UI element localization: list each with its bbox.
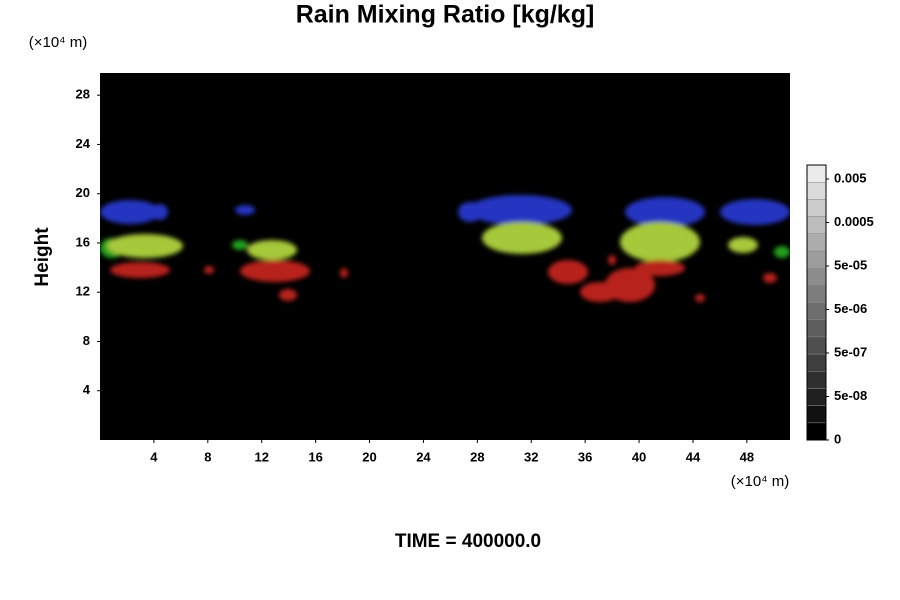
y-tick-label: 20 [76, 185, 90, 200]
colorbar-band [806, 302, 827, 320]
x-tick-label: 36 [578, 449, 592, 464]
colorbar-tick-label: 5e-05 [834, 257, 867, 272]
y-tick-label: 12 [76, 284, 90, 299]
chart-title: Rain Mixing Ratio [kg/kg] [296, 1, 595, 29]
colorbar-frame [806, 164, 827, 441]
blob [774, 246, 790, 258]
blob [482, 222, 562, 254]
blob [232, 240, 248, 250]
colorbar-band [806, 181, 827, 200]
colorbar-band [806, 336, 827, 355]
colorbar-band [806, 164, 827, 183]
blob [468, 195, 572, 225]
colorbar-band [806, 250, 827, 269]
y-tick-label: 16 [76, 234, 90, 249]
blob [720, 199, 790, 225]
blob [728, 237, 758, 253]
blob [625, 197, 705, 227]
blob [635, 260, 685, 276]
colorbar-tick-label: 5e-06 [834, 301, 867, 316]
colorbar: 0.005 0.0005 5e-05 5e-06 5e-07 5e-08 0 [806, 164, 874, 446]
blob [605, 268, 655, 302]
colorbar-tick-label: 5e-07 [834, 344, 867, 359]
y-tick-label: 28 [76, 87, 90, 102]
x-tick-label: 12 [254, 449, 268, 464]
blob [152, 204, 168, 220]
colorbar-band [806, 285, 827, 303]
x-tick-label: 16 [308, 449, 322, 464]
colorbar-band [806, 199, 827, 217]
blob [240, 260, 310, 282]
colorbar-tick-label: 0 [834, 431, 841, 446]
blob [279, 289, 297, 301]
x-tick-label: 28 [470, 449, 484, 464]
x-tick-label: 48 [740, 449, 754, 464]
colorbar-band [806, 319, 827, 338]
blob [100, 200, 160, 224]
colorbar-tick-label: 5e-08 [834, 388, 867, 403]
y-tick-label: 8 [83, 333, 90, 348]
blob [620, 222, 700, 262]
y-unit: (×10⁴ m) [29, 34, 88, 51]
colorbar-band [806, 388, 827, 406]
colorbar-band [806, 422, 827, 441]
colorbar-band [806, 371, 827, 389]
colorbar-band [806, 353, 827, 372]
x-tick-label: 24 [416, 449, 431, 464]
colorbar-band [806, 405, 827, 424]
blob [235, 205, 255, 215]
time-annotation: TIME = 400000.0 [395, 531, 541, 552]
x-unit: (×10⁴ m) [731, 473, 790, 490]
blob [608, 255, 616, 265]
blob [548, 260, 588, 284]
blob [695, 294, 705, 302]
colorbar-band [806, 216, 827, 234]
colorbar-band [806, 233, 827, 252]
colorbar-band [806, 267, 827, 286]
colorbar-tick-label: 0.005 [834, 170, 867, 185]
x-tick-label: 20 [362, 449, 376, 464]
y-tick-label: 24 [76, 136, 91, 151]
blob [763, 273, 777, 283]
blob [110, 262, 170, 278]
y-tick-label: 4 [83, 382, 91, 397]
x-tick-label: 4 [150, 449, 158, 464]
blob [247, 240, 297, 260]
y-axis-label: Height [32, 227, 53, 287]
blob [458, 202, 482, 222]
colorbar-tick-label: 0.0005 [834, 214, 874, 229]
rendered-field [100, 195, 790, 302]
blob [107, 234, 183, 258]
x-tick-label: 32 [524, 449, 538, 464]
x-tick-label: 8 [204, 449, 211, 464]
x-tick-label: 40 [632, 449, 646, 464]
blob [340, 268, 348, 278]
x-tick-label: 44 [686, 449, 701, 464]
blob [204, 266, 214, 274]
